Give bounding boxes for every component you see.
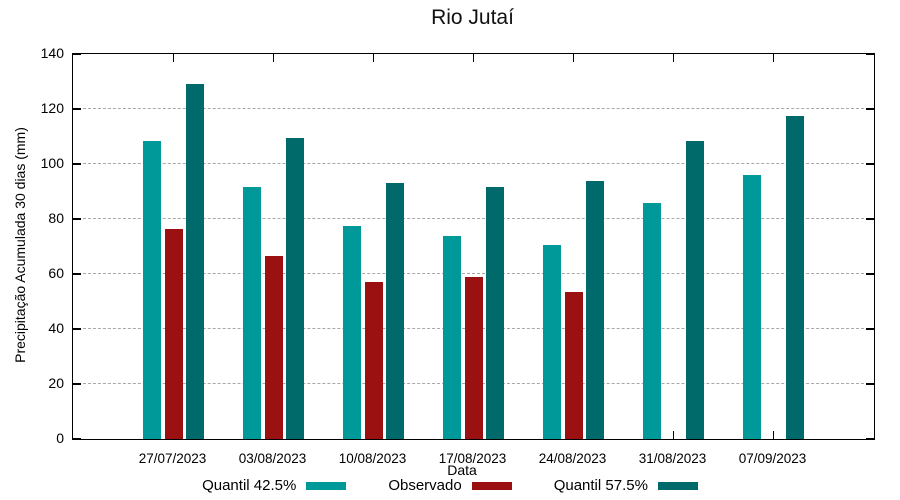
y-tick-mark bbox=[866, 273, 874, 275]
bar-quantil-57.5- bbox=[286, 137, 304, 439]
x-tick-mark bbox=[772, 431, 775, 439]
gridline bbox=[73, 273, 874, 275]
bar-observado bbox=[164, 228, 183, 439]
bar-quantil-57.5- bbox=[186, 84, 204, 439]
y-tick-mark bbox=[73, 328, 81, 330]
y-tick-label: 140 bbox=[40, 45, 64, 61]
bar-quantil-42.5- bbox=[143, 140, 161, 439]
legend-label: Observado bbox=[388, 477, 462, 494]
bar-quantil-42.5- bbox=[243, 187, 261, 439]
x-tick-label: 27/07/2023 bbox=[138, 451, 207, 466]
legend-item: Quantil 57.5% bbox=[554, 477, 698, 494]
bar-quantil-42.5- bbox=[643, 202, 661, 439]
bar-quantil-42.5- bbox=[343, 225, 361, 439]
bar-quantil-57.5- bbox=[586, 180, 604, 439]
y-tick-mark bbox=[73, 383, 81, 385]
legend-swatch bbox=[471, 481, 512, 490]
chart-title: Rio Jutaí bbox=[431, 6, 514, 29]
y-tick-label: 20 bbox=[48, 375, 64, 391]
x-tick-label: 24/08/2023 bbox=[538, 451, 607, 466]
y-tick-label: 80 bbox=[48, 210, 64, 226]
x-tick-mark bbox=[272, 54, 275, 62]
y-tick-label: 60 bbox=[48, 265, 64, 281]
x-tick-label: 10/08/2023 bbox=[338, 451, 407, 466]
y-tick-mark bbox=[866, 383, 874, 385]
x-tick-mark bbox=[672, 54, 675, 62]
y-tick-label: 40 bbox=[48, 320, 64, 336]
y-tick-mark bbox=[73, 108, 81, 110]
y-tick-mark bbox=[73, 273, 81, 275]
gridline bbox=[73, 108, 874, 110]
x-tick-label: 03/08/2023 bbox=[238, 451, 307, 466]
gridline bbox=[73, 163, 874, 165]
bar-quantil-57.5- bbox=[686, 140, 704, 439]
x-tick-label: 31/08/2023 bbox=[638, 451, 707, 466]
y-tick-mark bbox=[73, 438, 81, 440]
y-tick-mark bbox=[73, 163, 81, 165]
gridline bbox=[73, 218, 874, 220]
legend-swatch bbox=[657, 481, 698, 490]
y-tick-mark bbox=[866, 163, 874, 165]
x-tick-mark bbox=[372, 54, 375, 62]
bar-observado bbox=[264, 256, 283, 439]
x-tick-mark bbox=[472, 54, 475, 62]
x-tick-mark bbox=[772, 54, 775, 62]
bar-observado bbox=[464, 276, 483, 439]
legend-label: Quantil 42.5% bbox=[202, 477, 297, 494]
y-tick-mark bbox=[73, 53, 81, 55]
x-tick-mark bbox=[572, 54, 575, 62]
x-tick-label: 17/08/2023 bbox=[438, 451, 507, 466]
bar-quantil-57.5- bbox=[386, 183, 404, 439]
y-tick-mark bbox=[866, 218, 874, 220]
y-tick-mark bbox=[866, 108, 874, 110]
y-tick-label: 100 bbox=[40, 155, 64, 171]
y-tick-label: 0 bbox=[56, 430, 64, 446]
x-tick-mark bbox=[672, 431, 675, 439]
plot-area bbox=[72, 53, 875, 440]
y-tick-mark bbox=[73, 218, 81, 220]
bar-quantil-42.5- bbox=[443, 235, 461, 439]
legend-label: Quantil 57.5% bbox=[553, 477, 648, 494]
bar-quantil-42.5- bbox=[543, 245, 561, 439]
y-tick-label: 120 bbox=[40, 100, 64, 116]
legend-item: Quantil 42.5% bbox=[202, 477, 347, 494]
bar-quantil-57.5- bbox=[486, 187, 504, 439]
bar-observado bbox=[364, 282, 383, 439]
legend-item: Observado bbox=[388, 477, 512, 494]
bar-quantil-57.5- bbox=[786, 115, 804, 439]
x-axis-title: Data bbox=[447, 462, 477, 478]
y-tick-mark bbox=[866, 53, 874, 55]
x-tick-label: 07/09/2023 bbox=[738, 451, 807, 466]
bar-observado bbox=[564, 291, 583, 439]
y-tick-mark bbox=[866, 438, 874, 440]
legend: Quantil 42.5% Observado Quantil 57.5% bbox=[0, 477, 900, 494]
y-tick-mark bbox=[866, 328, 874, 330]
x-tick-mark bbox=[172, 54, 175, 62]
bar-quantil-42.5- bbox=[743, 175, 761, 439]
legend-swatch bbox=[306, 481, 347, 490]
